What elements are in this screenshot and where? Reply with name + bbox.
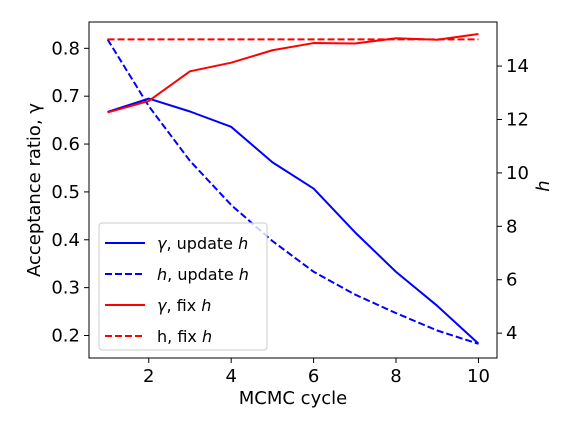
legend-box [98, 222, 268, 351]
legend-label-2: γ, fix h [157, 296, 211, 315]
x-tick-label: 4 [225, 366, 236, 387]
x-tick-label: 6 [308, 366, 319, 387]
right-y-axis-title: h [533, 180, 554, 191]
left-y-tick-label: 0.4 [51, 230, 80, 251]
right-y-tick-label: 6 [506, 270, 517, 291]
legend-label-3: h, fix h [157, 327, 212, 346]
right-y-tick-label: 12 [506, 109, 529, 130]
plot-frame [88, 21, 498, 359]
left-y-tick-label: 0.6 [51, 134, 80, 155]
plot-lines [106, 32, 480, 345]
x-axis-title: MCMC cycle [239, 388, 347, 409]
right-y-tick-label: 10 [506, 163, 529, 184]
right-y-tick-label: 14 [506, 56, 529, 77]
left-y-tick-label: 0.7 [51, 86, 80, 107]
legend-label-1: h, update h [157, 265, 249, 284]
series-line-0 [107, 97, 480, 345]
x-tick-label: 8 [390, 366, 401, 387]
left-y-axis-title: Acceptance ratio, γ [24, 103, 45, 277]
legend-label-0: γ, update h [157, 234, 248, 253]
series-line-2 [107, 32, 479, 114]
x-axis: 2 4 6 8 10 [143, 358, 490, 387]
right-y-axis: 4 6 8 10 12 14 [497, 56, 529, 344]
left-y-tick-label: 0.3 [51, 278, 80, 299]
left-y-tick-label: 0.2 [51, 326, 80, 347]
right-y-tick-label: 4 [506, 323, 517, 344]
left-y-tick-label: 0.5 [51, 182, 80, 203]
x-tick-label: 10 [467, 366, 490, 387]
series-line-1 [106, 38, 479, 345]
x-tick-label: 2 [143, 366, 154, 387]
left-y-tick-label: 0.8 [51, 38, 80, 59]
left-y-axis: 0.2 0.3 0.4 0.5 0.6 0.7 0.8 [51, 38, 89, 347]
right-y-tick-label: 8 [506, 216, 517, 237]
legend: γ, update h h, update h γ, fix h h, fix h [98, 222, 268, 351]
